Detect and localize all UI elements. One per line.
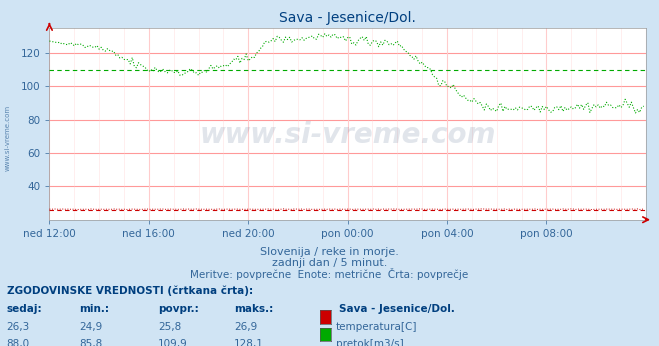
Text: ZGODOVINSKE VREDNOSTI (črtkana črta):: ZGODOVINSKE VREDNOSTI (črtkana črta): [7, 285, 252, 296]
Text: Meritve: povprečne  Enote: metrične  Črta: povprečje: Meritve: povprečne Enote: metrične Črta:… [190, 268, 469, 280]
Text: 109,9: 109,9 [158, 339, 188, 346]
Text: Slovenija / reke in morje.: Slovenija / reke in morje. [260, 247, 399, 257]
Text: povpr.:: povpr.: [158, 304, 199, 315]
Text: sedaj:: sedaj: [7, 304, 42, 315]
Text: 24,9: 24,9 [79, 322, 102, 332]
Text: 88,0: 88,0 [7, 339, 30, 346]
Text: www.si-vreme.com: www.si-vreme.com [200, 121, 496, 149]
Text: 85,8: 85,8 [79, 339, 102, 346]
Text: Sava - Jesenice/Dol.: Sava - Jesenice/Dol. [339, 304, 455, 315]
Text: min.:: min.: [79, 304, 109, 315]
Text: 25,8: 25,8 [158, 322, 181, 332]
Text: 26,9: 26,9 [234, 322, 257, 332]
Title: Sava - Jesenice/Dol.: Sava - Jesenice/Dol. [279, 11, 416, 25]
Text: 128,1: 128,1 [234, 339, 264, 346]
Text: 26,3: 26,3 [7, 322, 30, 332]
Text: pretok[m3/s]: pretok[m3/s] [336, 339, 404, 346]
Text: maks.:: maks.: [234, 304, 273, 315]
Text: zadnji dan / 5 minut.: zadnji dan / 5 minut. [272, 258, 387, 268]
Text: temperatura[C]: temperatura[C] [336, 322, 418, 332]
Text: www.si-vreme.com: www.si-vreme.com [5, 105, 11, 172]
